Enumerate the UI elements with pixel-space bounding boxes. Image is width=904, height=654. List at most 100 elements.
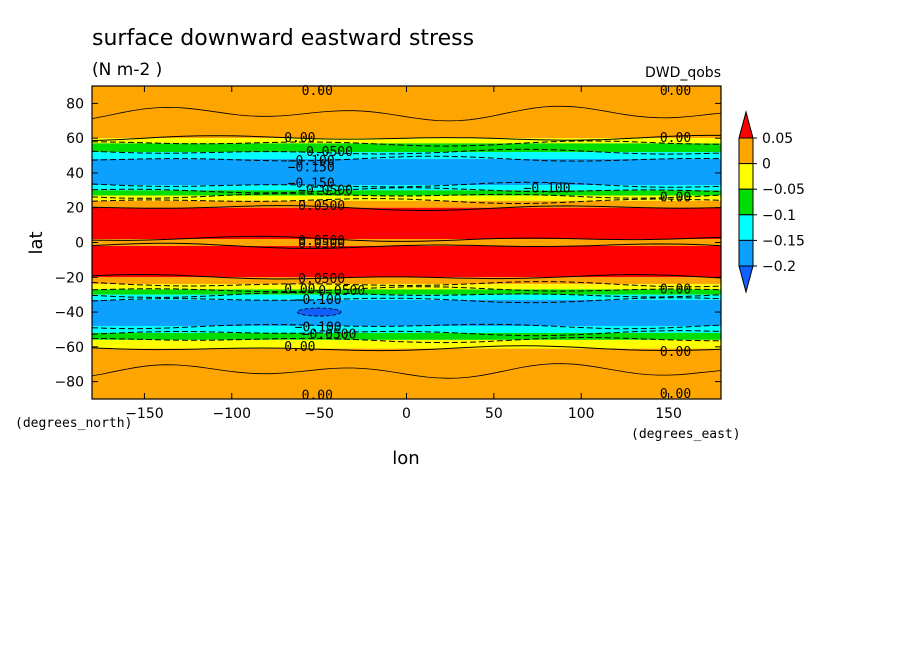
plot-area: 0.00 0.000.00 0.00−0.0500−0.100−0.150−0.15…	[91, 84, 722, 404]
contour-line	[92, 323, 721, 330]
colorbar-label: −0.05	[762, 182, 805, 198]
contour-label: 0.00	[660, 387, 691, 402]
contour-label: −0.0500	[298, 183, 353, 198]
contour-band	[92, 294, 721, 300]
contour-band	[92, 195, 721, 201]
x-tick-label: 0	[402, 406, 411, 422]
contour-label: −0.0500	[298, 145, 353, 160]
colorbar-segment	[738, 214, 754, 241]
contour-band	[92, 332, 721, 340]
x-axis-label: lon	[392, 448, 419, 469]
dataset-label: DWD_qobs	[645, 65, 721, 81]
colorbar-segment	[738, 188, 754, 216]
contour-label: −0.100	[295, 293, 342, 308]
contour-band	[92, 325, 721, 333]
contour-line	[92, 198, 721, 204]
contour-line	[92, 205, 721, 211]
contour-line	[92, 330, 721, 337]
contour-line	[92, 345, 721, 352]
contour-label: −0.100	[295, 321, 342, 336]
y-axis-label: lat	[26, 231, 47, 254]
contour-band	[92, 348, 721, 399]
contour-label: 0.00	[660, 282, 691, 297]
contour-label: 0.00	[284, 131, 315, 146]
colorbar-label: −0.2	[762, 259, 796, 275]
y-tick-label: −60	[54, 340, 84, 356]
contour-labels: 0.00 0.000.00 0.00−0.0500−0.100−0.150−0.15…	[284, 84, 691, 403]
contour-line	[92, 187, 721, 194]
y-axis-units: (degrees_north)	[15, 416, 132, 431]
contour-label: 0.0500	[298, 199, 345, 214]
colorbar: 0.05 0 −0.05 −0.1 −0.15 −0.2	[738, 110, 805, 294]
contour-band	[92, 339, 721, 349]
contour-band	[92, 284, 721, 290]
contour-line	[92, 235, 721, 242]
contour-line	[92, 155, 721, 162]
x-axis: −150 −100 −50 0 50 100 150	[125, 86, 682, 422]
contour-label: 0.0500	[298, 272, 345, 287]
contour-label: 0.00	[660, 131, 691, 146]
y-tick-label: 20	[66, 201, 84, 217]
contour-line	[92, 140, 721, 147]
y-tick-label: 40	[66, 166, 84, 182]
contour-minimum	[296, 307, 342, 317]
x-axis-units: (degrees_east)	[631, 427, 741, 442]
contour-line	[92, 181, 721, 188]
y-tick-label: 0	[75, 236, 84, 252]
contour-label: −0.0500	[302, 328, 357, 343]
colorbar-segment	[738, 239, 754, 267]
contour-line	[92, 134, 721, 142]
contour-band	[92, 190, 721, 196]
contour-band	[92, 185, 721, 191]
contour-band	[92, 138, 721, 144]
contour-band	[92, 239, 721, 246]
chart-title: surface downward eastward stress	[92, 26, 474, 51]
y-tick-label: 60	[66, 131, 84, 147]
x-tick-label: −100	[213, 406, 251, 422]
contour-label: 0.00	[302, 84, 333, 99]
colorbar-label: 0	[762, 157, 771, 173]
colorbar-segment	[738, 137, 754, 165]
y-tick-label: −40	[54, 305, 84, 321]
colorbar-segment	[738, 163, 754, 190]
contour-line	[92, 273, 721, 280]
colorbar-bottom-triangle	[738, 265, 754, 294]
x-tick-label: 100	[568, 406, 595, 422]
contour-label: 0.0500	[298, 234, 345, 249]
contour-line	[92, 286, 721, 293]
x-tick-label: 150	[655, 406, 682, 422]
contour-line	[92, 105, 721, 122]
contour-line	[92, 336, 721, 344]
colorbar-label: −0.15	[762, 233, 805, 249]
x-tick-label: −150	[125, 406, 163, 422]
contour-label: −0.100	[288, 154, 335, 169]
contour-label: 0.0500	[298, 237, 345, 252]
contour-label: 0.00	[284, 340, 315, 355]
contour-label: 0.00	[660, 345, 691, 360]
y-tick-label: 80	[66, 96, 84, 112]
contour-line	[92, 193, 721, 199]
contour-line	[92, 297, 721, 304]
contour-label: 0.00	[660, 190, 691, 205]
contour-label: −0.150	[288, 176, 335, 191]
x-tick-label: −50	[304, 406, 334, 422]
contour-band	[92, 299, 721, 326]
x-tick-label: 50	[485, 406, 503, 422]
contour-line	[92, 291, 721, 298]
colorbar-top-triangle	[738, 110, 754, 139]
contour-band	[92, 207, 721, 240]
contour-line	[92, 242, 721, 249]
contour-label: −0.100	[524, 182, 571, 197]
chart-units: (N m-2 )	[92, 60, 162, 80]
contour-label: 0.00	[302, 389, 333, 404]
contour-lines	[92, 105, 721, 379]
colorbar-label: −0.1	[762, 208, 796, 224]
contour-band	[92, 143, 721, 153]
contour-band	[92, 159, 721, 186]
colorbar-label: 0.05	[762, 131, 793, 147]
contour-band	[92, 86, 721, 139]
contour-line	[92, 281, 721, 288]
contour-band	[92, 277, 721, 285]
contour-fill	[92, 86, 721, 399]
